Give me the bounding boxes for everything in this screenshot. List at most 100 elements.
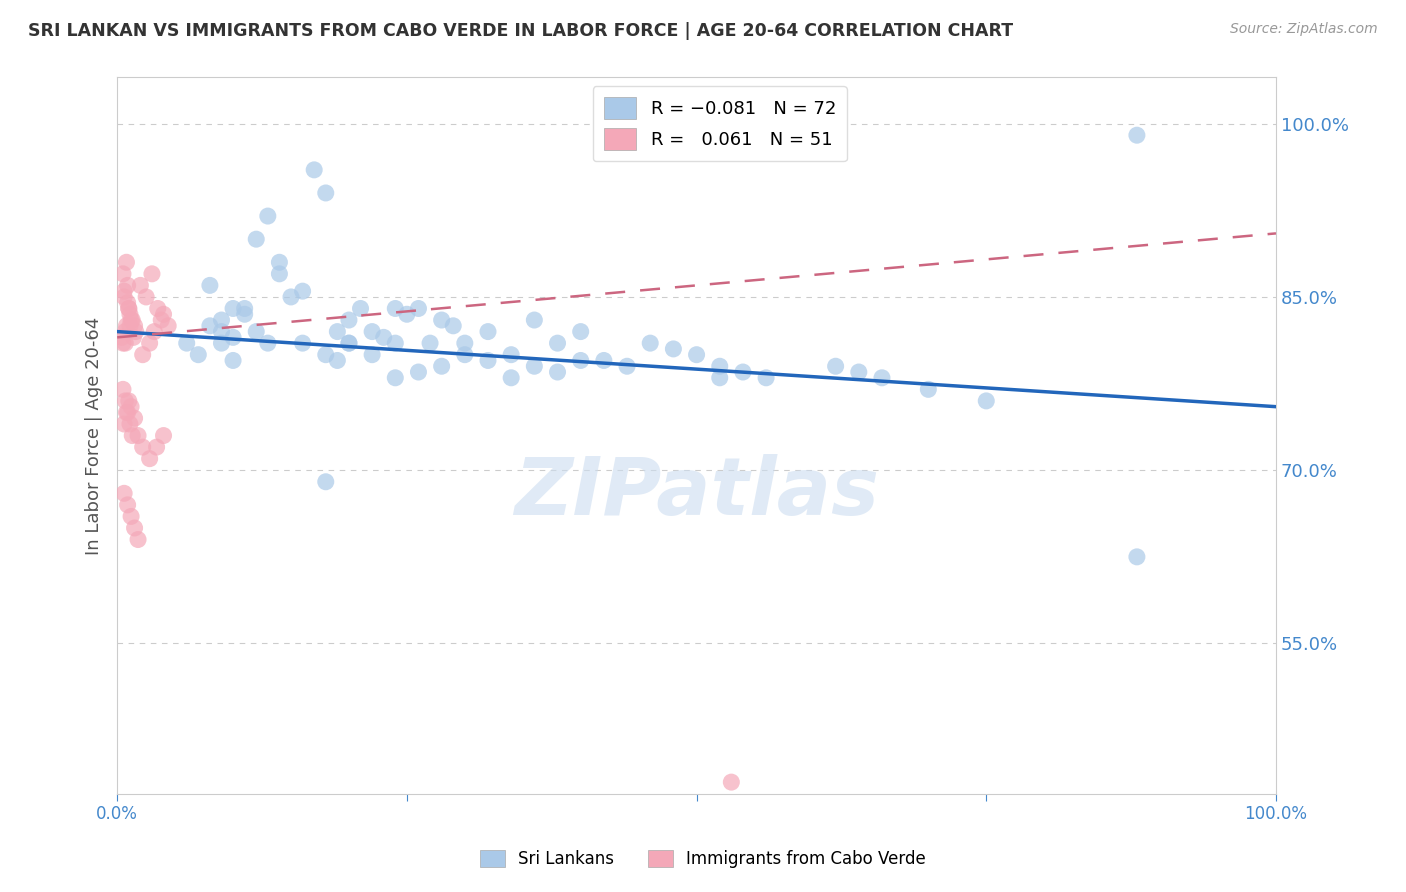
Point xyxy=(120,509,142,524)
Point xyxy=(187,348,209,362)
Point xyxy=(131,348,153,362)
Point xyxy=(118,301,141,316)
Point xyxy=(112,290,135,304)
Point xyxy=(222,330,245,344)
Point xyxy=(685,348,707,362)
Point xyxy=(720,775,742,789)
Point xyxy=(441,318,464,333)
Text: SRI LANKAN VS IMMIGRANTS FROM CABO VERDE IN LABOR FORCE | AGE 20-64 CORRELATION : SRI LANKAN VS IMMIGRANTS FROM CABO VERDE… xyxy=(28,22,1014,40)
Point xyxy=(143,325,166,339)
Y-axis label: In Labor Force | Age 20-64: In Labor Force | Age 20-64 xyxy=(86,317,103,555)
Point xyxy=(337,313,360,327)
Text: Source: ZipAtlas.com: Source: ZipAtlas.com xyxy=(1230,22,1378,37)
Point xyxy=(824,359,846,374)
Point xyxy=(326,325,349,339)
Point xyxy=(269,267,291,281)
Point xyxy=(245,232,267,246)
Point xyxy=(115,405,138,419)
Point xyxy=(111,382,134,396)
Point xyxy=(114,325,136,339)
Legend: R = −0.081   N = 72, R =   0.061   N = 51: R = −0.081 N = 72, R = 0.061 N = 51 xyxy=(593,87,846,161)
Point xyxy=(111,267,134,281)
Point xyxy=(121,313,143,327)
Point xyxy=(117,498,139,512)
Point xyxy=(118,307,141,321)
Point xyxy=(111,330,134,344)
Point xyxy=(122,330,145,344)
Point xyxy=(337,336,360,351)
Point xyxy=(592,353,614,368)
Point xyxy=(430,313,453,327)
Text: ZIPatlas: ZIPatlas xyxy=(515,454,879,532)
Point xyxy=(117,295,139,310)
Point xyxy=(124,411,146,425)
Point xyxy=(419,336,441,351)
Point xyxy=(569,325,592,339)
Point xyxy=(848,365,870,379)
Point xyxy=(454,348,477,362)
Point xyxy=(755,371,778,385)
Point xyxy=(731,365,754,379)
Point xyxy=(124,318,146,333)
Point xyxy=(408,365,430,379)
Point xyxy=(115,255,138,269)
Point xyxy=(384,371,406,385)
Point xyxy=(477,353,499,368)
Point xyxy=(198,318,221,333)
Point xyxy=(233,301,256,316)
Point xyxy=(870,371,893,385)
Point xyxy=(150,313,173,327)
Point xyxy=(138,451,160,466)
Point xyxy=(638,336,661,351)
Point xyxy=(315,186,337,200)
Point xyxy=(152,307,174,321)
Point xyxy=(127,428,149,442)
Point xyxy=(112,417,135,431)
Point xyxy=(135,290,157,304)
Point xyxy=(315,475,337,489)
Point xyxy=(211,336,233,351)
Point xyxy=(245,325,267,339)
Point xyxy=(1126,549,1149,564)
Point xyxy=(408,301,430,316)
Point xyxy=(477,325,499,339)
Point xyxy=(256,209,278,223)
Point xyxy=(662,342,685,356)
Point xyxy=(280,290,302,304)
Point xyxy=(361,348,384,362)
Point xyxy=(709,359,731,374)
Point xyxy=(233,307,256,321)
Point xyxy=(120,400,142,414)
Point xyxy=(138,336,160,351)
Point xyxy=(129,278,152,293)
Point xyxy=(974,393,997,408)
Point xyxy=(547,365,569,379)
Point xyxy=(454,336,477,351)
Point xyxy=(131,440,153,454)
Point xyxy=(211,313,233,327)
Point xyxy=(121,428,143,442)
Point xyxy=(269,255,291,269)
Point xyxy=(120,313,142,327)
Point xyxy=(146,301,169,316)
Point xyxy=(176,336,198,351)
Point xyxy=(145,440,167,454)
Point xyxy=(157,318,180,333)
Point xyxy=(501,348,523,362)
Point xyxy=(373,330,395,344)
Point xyxy=(118,318,141,333)
Point xyxy=(118,417,141,431)
Point xyxy=(547,336,569,351)
Point xyxy=(111,336,134,351)
Point xyxy=(349,301,371,316)
Point xyxy=(917,382,939,396)
Point xyxy=(256,336,278,351)
Point xyxy=(326,353,349,368)
Legend: Sri Lankans, Immigrants from Cabo Verde: Sri Lankans, Immigrants from Cabo Verde xyxy=(474,843,932,875)
Point xyxy=(569,353,592,368)
Point xyxy=(117,405,139,419)
Point xyxy=(198,278,221,293)
Point xyxy=(222,301,245,316)
Point xyxy=(523,359,546,374)
Point xyxy=(118,393,141,408)
